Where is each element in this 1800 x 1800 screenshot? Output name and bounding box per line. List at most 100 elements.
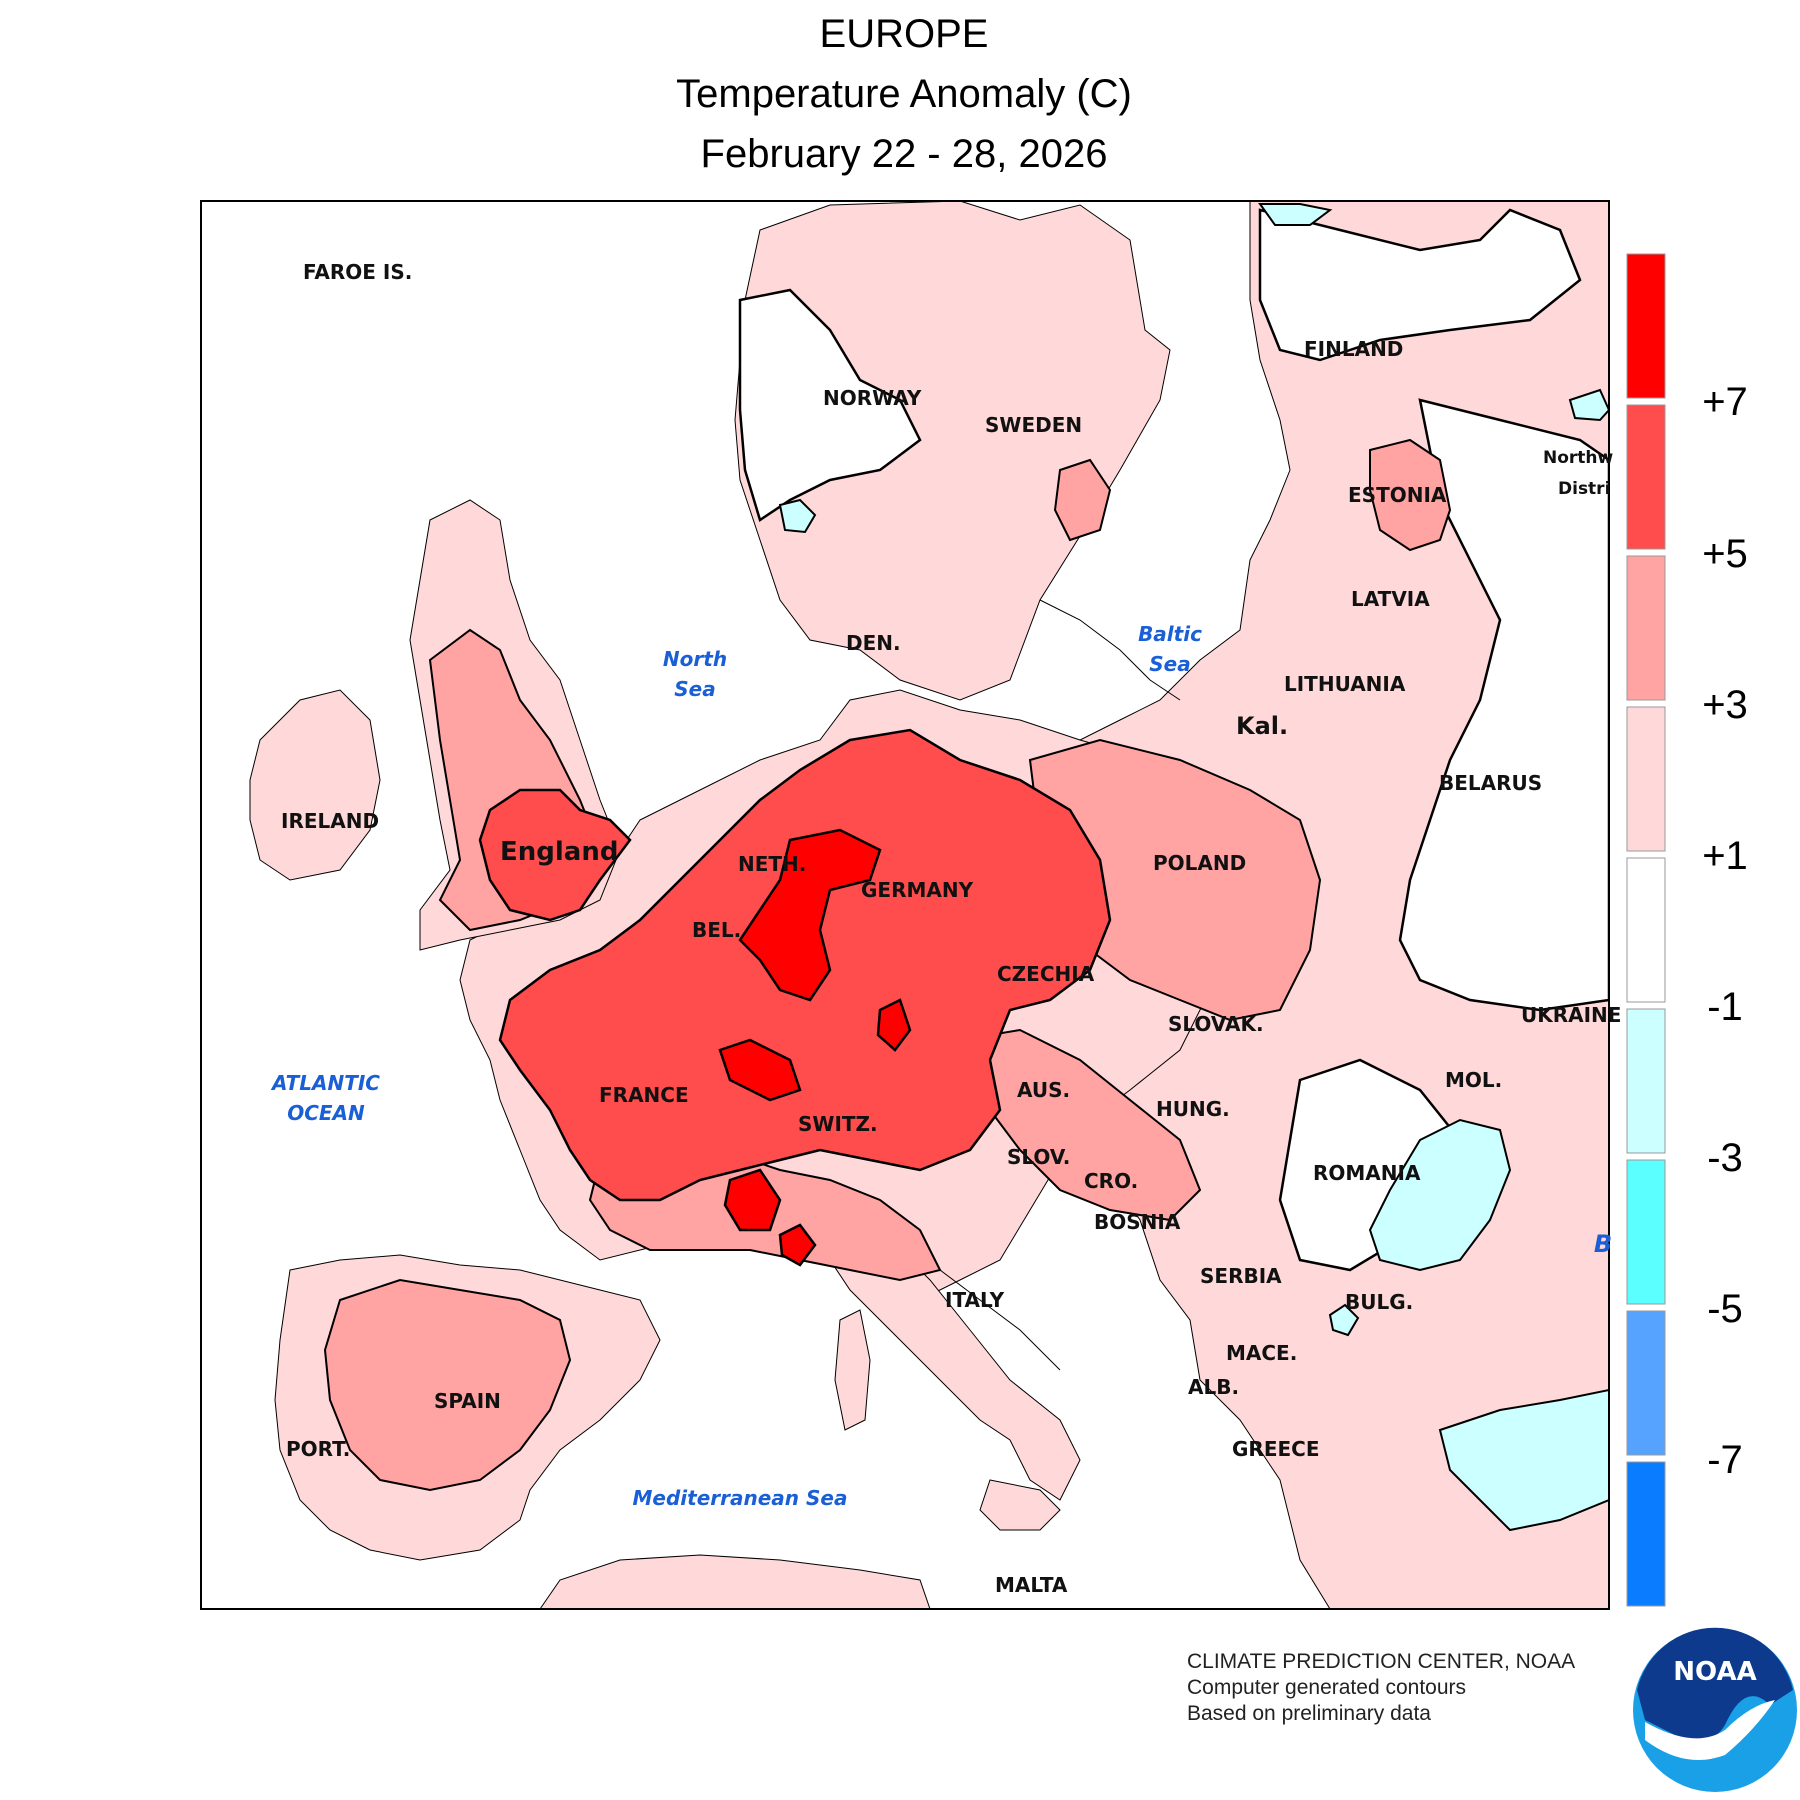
label-north-sea-2: Sea [674,677,715,701]
label-serbia: SERBIA [1200,1264,1282,1288]
neutral-ukraine-east [1398,398,1609,1012]
landmass-north-africa [539,1554,931,1609]
label-baltic-sea-1: Baltic [1138,622,1202,646]
label-netherlands: NETH. [738,852,806,876]
label-italy: ITALY [945,1288,1005,1312]
legend-label-plus3: +3 [1702,683,1748,727]
land-anomaly-above-7 [718,828,912,1267]
legend-swatch [1626,253,1666,399]
label-lithuania: LITHUANIA [1284,672,1406,696]
label-north-sea-1: North [663,647,727,671]
label-ukraine: UKRAINE [1521,1003,1621,1027]
landmass-sardinia [834,1309,871,1431]
label-atlantic-1: ATLANTIC [270,1071,380,1095]
map-period-title: February 22 - 28, 2026 [700,132,1108,176]
sea-labels: North Sea Baltic Sea ATLANTIC OCEAN Medi… [270,622,1612,1510]
cool-finland-north [1258,203,1333,226]
label-northwest-district-1: Northw [1543,448,1614,468]
label-estonia: ESTONIA [1348,483,1447,507]
label-hungary: HUNG. [1156,1097,1230,1121]
label-belgium: BEL. [692,918,741,942]
very-hot-provence [778,1223,817,1267]
legend-swatch [1626,1159,1666,1305]
label-kaliningrad: Kal. [1236,712,1288,740]
legend-label-minus1: -1 [1707,985,1743,1029]
label-norway: NORWAY [823,386,922,410]
legend-swatch [1626,404,1666,550]
label-poland: POLAND [1153,851,1246,875]
very-hot-bavaria [876,998,912,1052]
label-latvia: LATVIA [1351,587,1430,611]
legend-swatch [1626,1461,1666,1607]
label-portugal: PORT. [286,1437,350,1461]
label-greece: GREECE [1232,1437,1319,1461]
noaa-logo: NOAA [1633,1627,1797,1792]
cool-east-edge [1568,388,1609,422]
label-macedonia: MACE. [1226,1341,1297,1365]
legend-label-plus5: +5 [1702,532,1748,576]
label-mediterranean: Mediterranean Sea [633,1486,848,1510]
label-albania: ALB. [1188,1375,1239,1399]
neutral-finland-north [1258,208,1582,362]
label-black-sea-partial: B [1594,1230,1612,1258]
very-hot-germany-west [738,828,882,1002]
label-baltic-sea-2: Sea [1149,652,1190,676]
map-outline-strokes [939,599,1181,1371]
label-slovenia: SLOV. [1007,1145,1070,1169]
legend-label-minus3: -3 [1707,1136,1743,1180]
label-ireland: IRELAND [281,809,379,833]
label-belarus: BELARUS [1439,771,1542,795]
label-northwest-district-2: Distri [1558,479,1610,499]
legend-label-minus5: -5 [1707,1287,1743,1331]
label-faroe: FAROE IS. [303,260,412,284]
legend-label-plus7: +7 [1702,380,1748,424]
very-hot-alps [723,1168,782,1232]
coast-adriatic [939,1269,1061,1371]
very-hot-alsace [718,1038,802,1102]
legend-swatch [1626,1310,1666,1456]
noaa-logo-top-band [1637,1627,1793,1741]
label-austria: AUS. [1017,1078,1070,1102]
landmass-italy [819,1219,1081,1501]
label-england: England [500,837,618,867]
credit-agency: CLIMATE PREDICTION CENTER, NOAA [1187,1650,1576,1673]
label-romania: ROMANIA [1313,1161,1421,1185]
credit-data-note: Based on preliminary data [1187,1702,1431,1725]
label-france: FRANCE [599,1083,689,1107]
legend-swatch [1626,706,1666,852]
label-sweden: SWEDEN [985,413,1082,437]
noaa-logo-text: NOAA [1673,1657,1756,1687]
label-bosnia: BOSNIA [1094,1210,1181,1234]
legend-swatch [1626,555,1666,701]
map-frame [200,200,1610,1610]
legend-label-minus7: -7 [1707,1438,1743,1482]
label-finland: FINLAND [1304,337,1403,361]
credit-method: Computer generated contours [1187,1676,1466,1699]
map-variable-title: Temperature Anomaly (C) [676,72,1132,116]
label-switzerland: SWITZ. [798,1112,878,1136]
coast-baltic [1039,599,1181,701]
label-slovakia: SLOVAK. [1168,1012,1264,1036]
label-spain: SPAIN [434,1389,501,1413]
landmass-sicily [979,1479,1061,1531]
landmass-ireland [249,689,381,881]
legend-swatch [1626,1008,1666,1154]
noaa-logo-bird-icon [1645,1700,1775,1760]
cool-bulgaria-spot [1328,1303,1360,1337]
map-content [249,201,1609,1609]
legend-label-plus1: +1 [1702,834,1748,878]
country-labels: FAROE IS. NORWAY SWEDEN FINLAND ESTONIA … [281,260,1621,1597]
label-moldova: MOL. [1445,1068,1502,1092]
label-denmark: DEN. [846,631,901,655]
label-malta: MALTA [995,1573,1068,1597]
land-anomaly-minus-1-3 [778,203,1609,1532]
cool-black-sea-south [1438,1388,1609,1532]
map-region-title: EUROPE [819,12,989,56]
warm-estonia [1369,438,1452,552]
legend-swatch [1626,857,1666,1003]
label-croatia: CRO. [1084,1169,1138,1193]
label-czechia: CZECHIA [997,962,1095,986]
cool-ukraine-southwest [1368,1118,1512,1272]
neutral-norway-west [738,288,922,522]
